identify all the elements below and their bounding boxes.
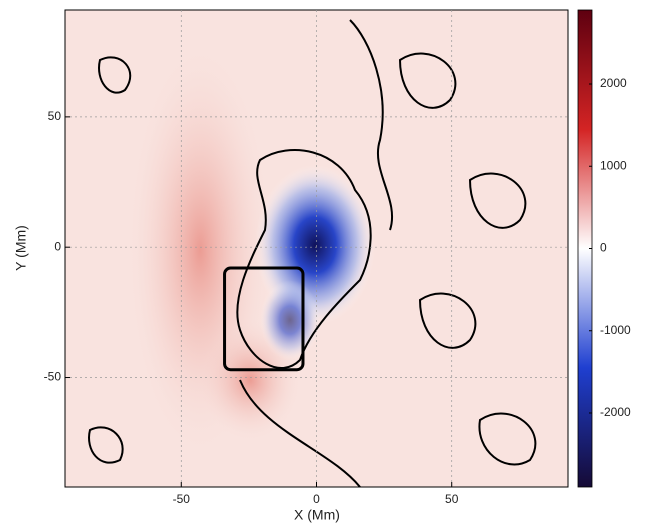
annotation-box <box>223 266 305 372</box>
y-tick-label: -50 <box>44 370 62 384</box>
x-tick-label: 50 <box>445 492 459 506</box>
colorbar-tick-label: 0 <box>600 241 607 255</box>
y-tick-label: 50 <box>48 109 62 123</box>
y-axis-label: Y (Mm) <box>13 225 29 271</box>
colorbar-tick-label: 2000 <box>600 76 627 90</box>
colorbar-tick-label: -2000 <box>600 405 631 419</box>
x-tick-label: 0 <box>313 492 320 506</box>
y-tick-label: 0 <box>54 239 61 253</box>
x-tick-label: -50 <box>173 492 191 506</box>
colorbar-tick-label: 1000 <box>600 158 627 172</box>
x-axis-label: X (Mm) <box>294 507 340 523</box>
colorbar-tick-label: -1000 <box>600 323 631 337</box>
